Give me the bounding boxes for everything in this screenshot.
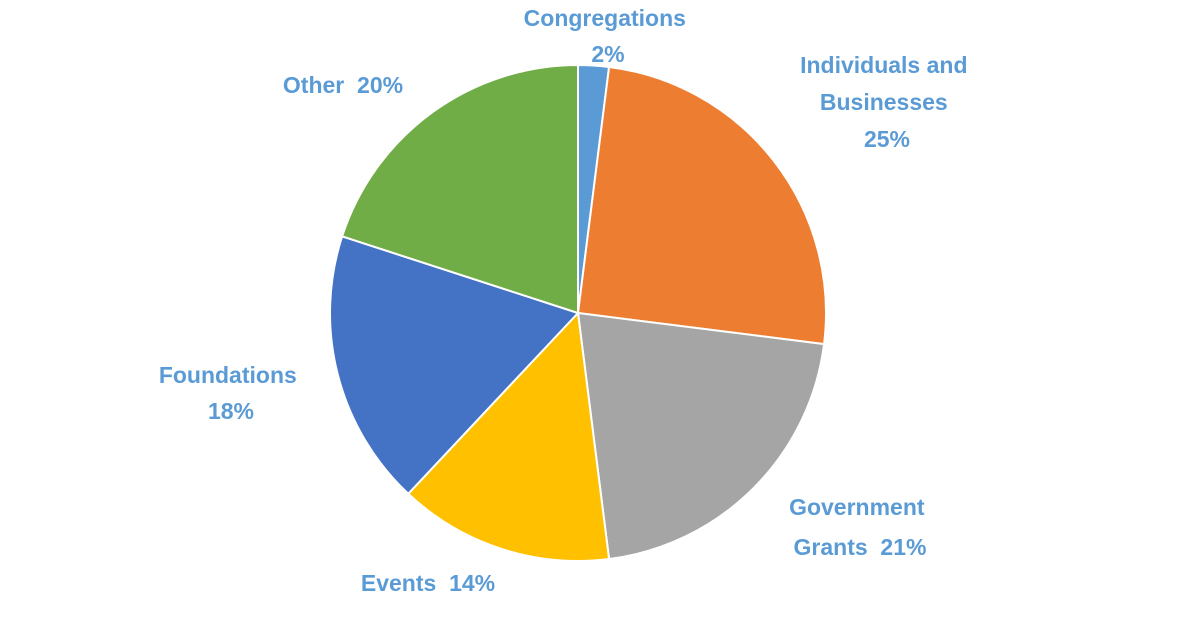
label-foundations-name: Foundations	[159, 362, 297, 388]
slice-foundations	[329, 235, 580, 496]
slice-events	[406, 310, 611, 562]
label-congregations: Congregations 2%	[524, 5, 693, 67]
label-government-line1: Government	[789, 494, 925, 520]
label-foundations-pct: 18%	[208, 398, 254, 424]
label-events: Events 14%	[361, 570, 495, 596]
label-congregations-pct: 2%	[591, 41, 624, 67]
label-government-grants: Government Grants 21%	[789, 494, 931, 560]
label-individuals-line1: Individuals and	[800, 52, 967, 78]
slice-government-grants	[576, 311, 826, 561]
label-other: Other 20%	[283, 72, 403, 98]
label-individuals-and-businesses-pct: 25%	[864, 126, 910, 152]
label-foundations: Foundations 18%	[159, 362, 303, 424]
slice-individuals-and-businesses	[576, 65, 827, 346]
pie-slices	[329, 63, 827, 562]
label-individuals-line2: Businesses	[820, 89, 948, 115]
label-government-line2: Grants 21%	[794, 534, 927, 560]
slice-other	[340, 63, 579, 315]
label-individuals-and-businesses: Individuals and Businesses 25%	[800, 52, 974, 152]
label-congregations-name: Congregations	[524, 5, 686, 31]
